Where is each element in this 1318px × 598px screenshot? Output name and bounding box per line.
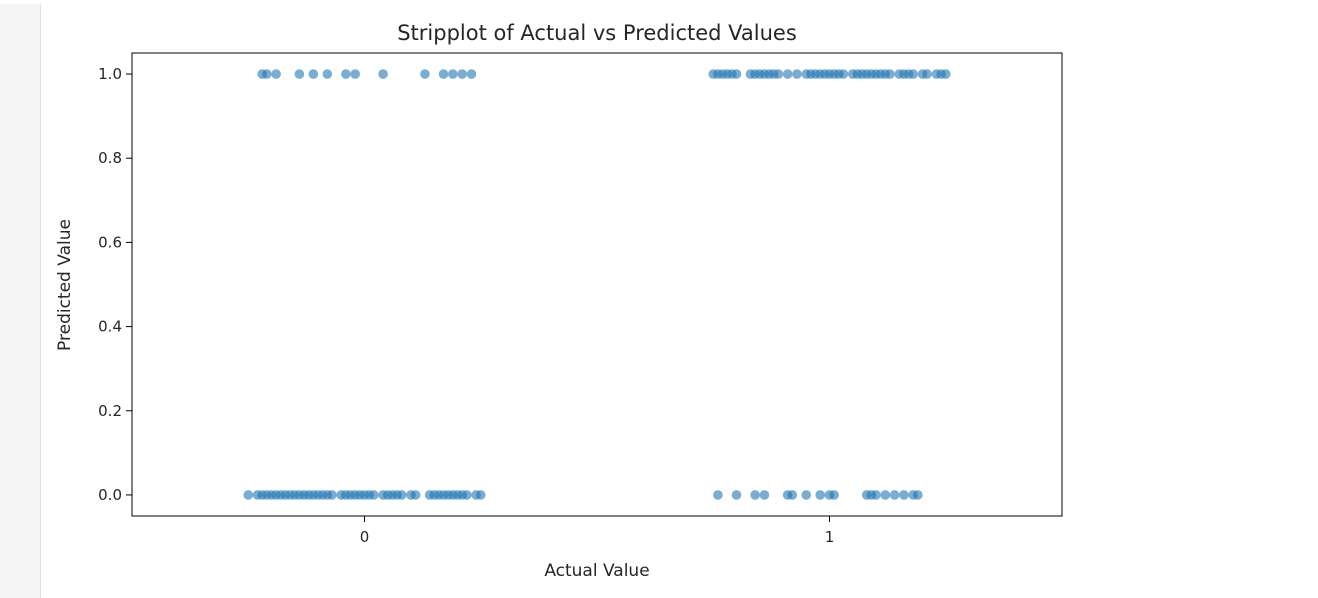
data-point xyxy=(731,490,742,500)
data-point xyxy=(322,69,333,79)
data-point xyxy=(913,490,923,500)
y-tick-label: 0.8 xyxy=(98,149,122,167)
data-point xyxy=(880,490,891,500)
y-tick-label: 1.0 xyxy=(98,65,122,83)
y-tick-label: 0.0 xyxy=(98,486,122,504)
data-point xyxy=(420,69,430,79)
data-point xyxy=(438,69,449,79)
notebook-cell-gutter xyxy=(0,4,41,598)
x-tick-label: 0 xyxy=(360,528,370,546)
data-point xyxy=(838,69,849,79)
y-tick-label: 0.4 xyxy=(98,318,122,336)
data-point xyxy=(713,490,723,500)
data-point xyxy=(341,69,351,79)
y-tick-label: 0.2 xyxy=(98,402,122,420)
data-point xyxy=(466,69,477,79)
data-point xyxy=(262,69,272,79)
data-point xyxy=(750,490,760,500)
data-point xyxy=(448,69,458,79)
data-point xyxy=(773,69,784,79)
data-point xyxy=(940,69,951,79)
y-tick-label: 0.6 xyxy=(98,233,122,251)
data-point xyxy=(350,69,361,79)
data-point xyxy=(457,69,467,79)
data-point xyxy=(410,490,421,500)
data-point xyxy=(378,69,388,79)
data-point xyxy=(243,490,254,500)
data-point xyxy=(829,490,839,500)
data-point xyxy=(271,69,281,79)
data-point xyxy=(294,69,305,79)
plot-area xyxy=(132,53,1062,516)
x-axis-label: Actual Value xyxy=(544,561,649,581)
data-point xyxy=(308,69,319,79)
data-point xyxy=(462,490,472,500)
data-point xyxy=(475,490,486,500)
data-point xyxy=(782,69,793,79)
data-points xyxy=(243,69,951,500)
data-point xyxy=(731,69,742,79)
plot-frame xyxy=(131,52,1063,517)
data-point xyxy=(787,490,798,500)
data-point xyxy=(801,490,812,500)
data-point xyxy=(327,490,337,500)
y-axis-label: Predicted Value xyxy=(55,219,75,351)
data-point xyxy=(396,490,407,500)
data-point xyxy=(815,490,825,500)
data-point xyxy=(885,69,895,79)
data-point xyxy=(899,490,909,500)
data-point xyxy=(922,69,932,79)
data-point xyxy=(759,490,770,500)
chart-title: Stripplot of Actual vs Predicted Values xyxy=(397,21,797,45)
data-point xyxy=(871,490,881,500)
data-point xyxy=(908,69,918,79)
y-axis: 0.0 0.2 0.4 0.6 0.8 1.0 xyxy=(98,65,132,504)
data-point xyxy=(369,490,379,500)
x-tick-label: 1 xyxy=(825,528,835,546)
data-point xyxy=(889,490,900,500)
data-point xyxy=(792,69,802,79)
